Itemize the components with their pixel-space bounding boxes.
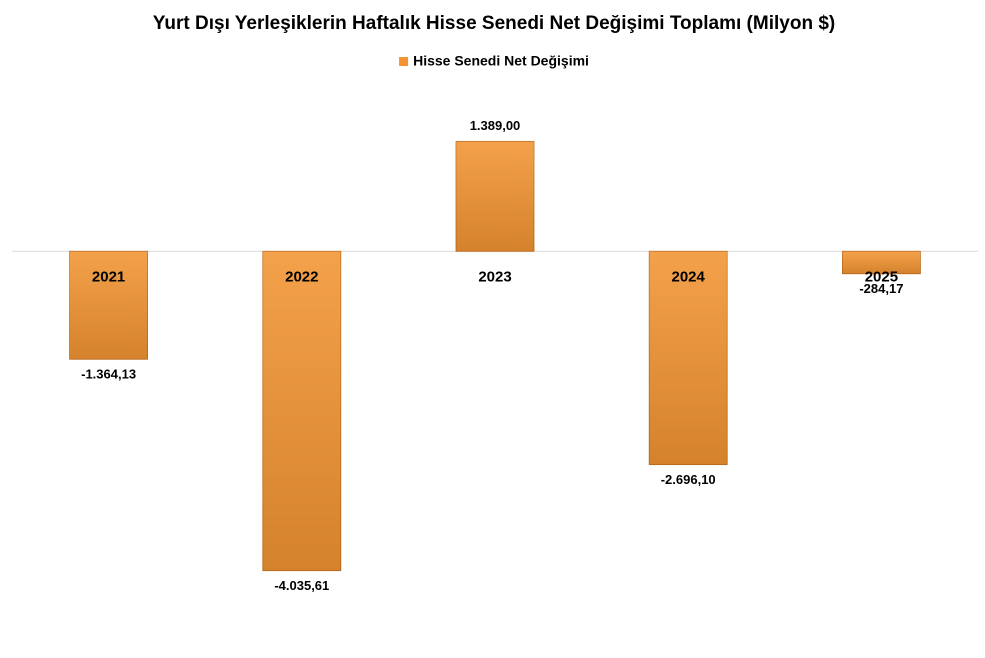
data-label: 1.389,00 <box>470 118 521 133</box>
x-tick-label: 2023 <box>478 268 511 285</box>
bar-shade <box>69 251 148 360</box>
bar-shade <box>649 251 728 465</box>
bar-shade <box>262 251 341 571</box>
x-tick-label: 2021 <box>92 268 125 285</box>
data-label: -284,17 <box>859 281 903 296</box>
bar-shade <box>456 141 534 252</box>
chart-title: Yurt Dışı Yerleşiklerin Haftalık Hisse S… <box>153 13 835 34</box>
legend-label: Hisse Senedi Net Değişimi <box>413 53 589 69</box>
data-label: -2.696,10 <box>661 472 716 487</box>
x-tick-label: 2025 <box>865 268 898 285</box>
x-tick-label: 2024 <box>672 268 706 285</box>
data-label: -4.035,61 <box>274 578 329 593</box>
data-label: -1.364,13 <box>81 367 136 382</box>
bar-shade <box>842 251 921 274</box>
legend-swatch <box>399 57 409 66</box>
x-tick-label: 2022 <box>285 268 318 285</box>
